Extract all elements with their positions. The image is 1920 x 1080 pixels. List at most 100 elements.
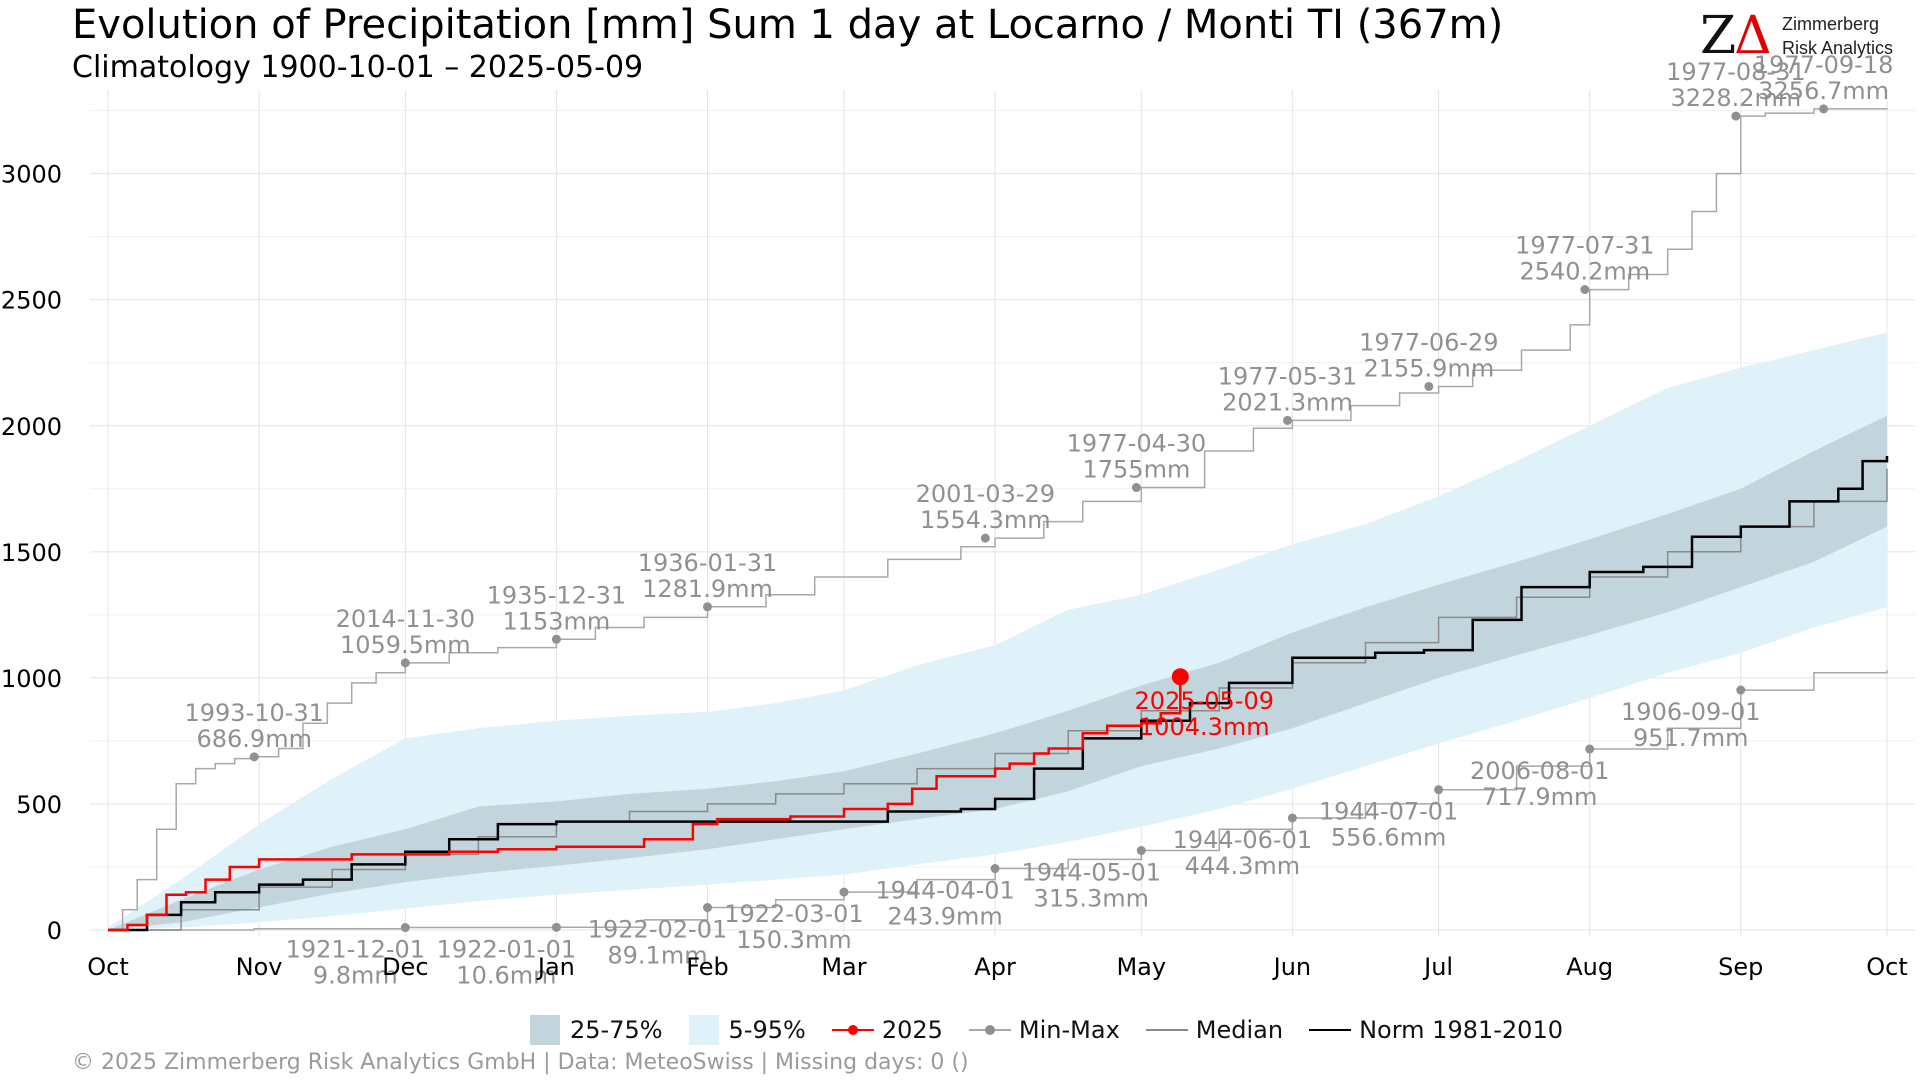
x-tick-label-may: May <box>1116 953 1166 981</box>
annotation-point-min-6 <box>1287 813 1297 823</box>
annotation-value-min-0: 9.8mm <box>313 962 398 990</box>
legend-minmax-line-icon <box>968 1025 1011 1035</box>
annotation-value-max-9: 3228.2mm <box>1671 84 1802 112</box>
annotation-value-min-2: 89.1mm <box>607 942 707 970</box>
annotation-date-max-7: 1977-06-29 <box>1359 328 1498 356</box>
annotation-point-min-5 <box>1136 846 1146 856</box>
annotation-value-max-3: 1281.9mm <box>642 575 773 603</box>
axes: 0 500 1000 1500 2000 2500 3000 Oct Nov Dec Jan Feb M… <box>1 161 1908 981</box>
annotation-point-max-3 <box>702 602 712 612</box>
annotation-date-min-5: 1944-05-01 <box>1022 859 1161 887</box>
annotation-value-max-7: 2155.9mm <box>1363 354 1494 382</box>
current-point-value-label: 1004.3mm <box>1139 713 1270 741</box>
annotation-date-max-9: 1977-08-31 <box>1666 58 1805 86</box>
legend-item-iqr: 25-75% <box>530 1015 663 1045</box>
annotation-date-min-1: 1922-01-01 <box>437 935 576 963</box>
x-tick-label-oct: Oct <box>87 953 129 981</box>
annotation-point-max-4 <box>980 533 990 543</box>
legend: 25-75% 5-95% 2025 Min-Max Median Norm 19… <box>530 1012 1589 1048</box>
series-points <box>249 104 1829 933</box>
annotation-point-min-1 <box>551 922 561 932</box>
y-tick-label-2000: 2000 <box>1 413 62 441</box>
annotation-point-max-1 <box>400 658 410 668</box>
annotation-point-max-8 <box>1580 285 1590 295</box>
annotation-date-min-2: 1922-02-01 <box>588 916 727 944</box>
legend-norm-line-icon <box>1309 1029 1352 1031</box>
legend-label-median: Median <box>1195 1016 1284 1044</box>
y-tick-label-2500: 2500 <box>1 287 62 315</box>
series-lines <box>108 108 1889 932</box>
legend-swatch-p90 <box>688 1015 719 1045</box>
annotation-date-max-6: 1977-05-31 <box>1218 362 1357 390</box>
annotation-date-min-9: 1906-09-01 <box>1621 698 1760 726</box>
annotation-point-max-6 <box>1283 415 1293 425</box>
band-25-75 <box>108 415 1887 930</box>
annotation-point-min-3 <box>839 887 849 897</box>
annotation-value-min-7: 556.6mm <box>1331 824 1446 852</box>
annotation-value-max-6: 2021.3mm <box>1222 388 1353 416</box>
x-tick-label-oct: Oct <box>1866 953 1908 981</box>
logo-triangle-icon: Δ <box>1734 6 1772 66</box>
annotation-value-max-5: 1755mm <box>1082 456 1190 484</box>
annotation-value-min-3: 150.3mm <box>736 926 851 954</box>
annotation-point-max-2 <box>551 634 561 644</box>
x-tick-label-aug: Aug <box>1566 953 1613 981</box>
annotation-date-max-1: 2014-11-30 <box>336 605 475 633</box>
annotation-date-max-5: 1977-04-30 <box>1067 430 1206 458</box>
annotation-date-max-8: 1977-07-31 <box>1515 232 1654 260</box>
x-tick-label-feb: Feb <box>686 953 729 981</box>
annotation-value-min-5: 315.3mm <box>1034 885 1149 913</box>
x-tick-label-mar: Mar <box>821 953 866 981</box>
annotation-date-min-0: 1921-12-01 <box>286 936 425 964</box>
annotation-date-min-7: 1944-07-01 <box>1319 798 1458 826</box>
annotation-point-min-9 <box>1736 685 1746 695</box>
y-tick-label-1000: 1000 <box>1 665 62 693</box>
annotation-value-max-4: 1554.3mm <box>920 506 1051 534</box>
annotation-date-min-3: 1922-03-01 <box>724 900 863 928</box>
percentile-bands <box>108 332 1887 930</box>
annotation-value-max-0: 686.9mm <box>196 725 311 753</box>
annotation-point-max-10 <box>1819 104 1829 114</box>
annotation-value-min-8: 717.9mm <box>1482 783 1597 811</box>
annotation-date-max-0: 1993-10-31 <box>184 699 323 727</box>
legend-label-p90: 5-95% <box>728 1016 806 1044</box>
current-point-date-label: 2025-05-09 <box>1135 687 1274 715</box>
annotation-date-max-3: 1936-01-31 <box>638 549 777 577</box>
y-tick-label-500: 500 <box>16 791 62 819</box>
annotation-value-max-2: 1153mm <box>502 607 610 635</box>
series-line-2025 <box>108 676 1182 932</box>
company-logo: ZΔ Zimmerberg Risk Analytics <box>1700 6 1910 66</box>
x-tick-label-jul: Jul <box>1422 953 1453 981</box>
annotation-date-max-10: 1977-09-18 <box>1754 51 1893 79</box>
annotation-date-max-4: 2001-03-29 <box>916 480 1055 508</box>
logo-name-line2: Risk Analytics <box>1782 38 1894 58</box>
legend-label-current: 2025 <box>881 1016 943 1044</box>
chart-subtitle: Climatology 1900-10-01 – 2025-05-09 <box>72 50 644 85</box>
legend-item-median: Median <box>1145 1016 1284 1044</box>
annotation-point-min-7 <box>1434 785 1444 795</box>
logo-name-line1: Zimmerberg <box>1782 14 1880 34</box>
annotation-value-max-10: 3256.7mm <box>1758 77 1889 105</box>
annotation-date-min-8: 2006-08-01 <box>1470 757 1609 785</box>
annotation-point-min-0 <box>400 923 410 933</box>
x-tick-label-sep: Sep <box>1718 953 1763 981</box>
x-tick-label-nov: Nov <box>236 953 283 981</box>
annotation-date-max-2: 1935-12-31 <box>487 581 626 609</box>
chart-title: Evolution of Precipitation [mm] Sum 1 da… <box>72 2 1504 48</box>
annotation-value-min-1: 10.6mm <box>456 961 556 989</box>
annotation-value-min-9: 951.7mm <box>1633 724 1748 752</box>
annotation-point-min-2 <box>702 903 712 913</box>
y-tick-label-1500: 1500 <box>1 539 62 567</box>
annotation-date-min-6: 1944-06-01 <box>1173 826 1312 854</box>
x-tick-label-apr: Apr <box>974 953 1016 981</box>
footer-credits: © 2025 Zimmerberg Risk Analytics GmbH | … <box>72 1050 969 1075</box>
annotation-value-min-6: 444.3mm <box>1185 852 1300 880</box>
annotation-point-min-8 <box>1585 744 1595 754</box>
x-tick-label-jun: Jun <box>1272 953 1312 981</box>
legend-label-iqr: 25-75% <box>570 1016 663 1044</box>
legend-current-line-icon <box>831 1025 874 1035</box>
annotation-value-min-4: 243.9mm <box>887 903 1002 931</box>
annotation-value-max-1: 1059.5mm <box>340 631 471 659</box>
legend-median-line-icon <box>1145 1029 1188 1031</box>
